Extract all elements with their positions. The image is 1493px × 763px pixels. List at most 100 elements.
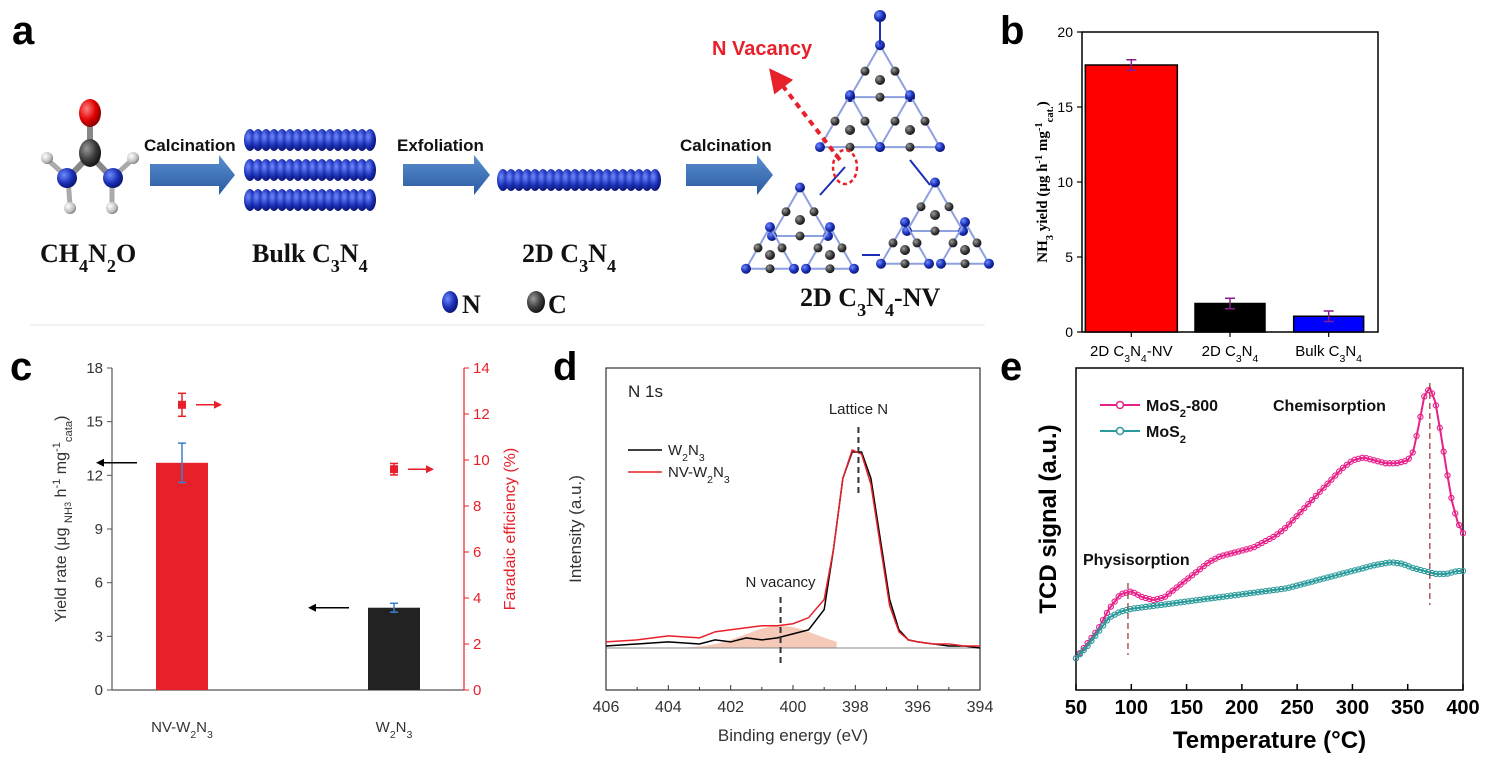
c-atom [960, 259, 970, 269]
tpd-marker [1227, 550, 1234, 557]
tpd-marker [1107, 603, 1114, 610]
tpd-marker [1154, 602, 1161, 609]
c-atom [948, 238, 958, 248]
tpd-marker [1127, 588, 1134, 595]
x-tick-label: 400 [1446, 697, 1479, 719]
tpd-marker [1115, 609, 1122, 616]
tpd-marker [1274, 586, 1281, 593]
tpd-marker [1285, 584, 1292, 591]
tpd-marker [1293, 513, 1300, 520]
tpd-marker [1177, 599, 1184, 606]
x-tick-label: 404 [655, 699, 682, 716]
tpd-marker [1413, 565, 1420, 573]
tpd-marker [1208, 595, 1215, 602]
tpd-marker [1243, 546, 1250, 553]
tpd-marker [1200, 596, 1207, 603]
tpd-marker [1243, 590, 1250, 597]
tpd-marker [1312, 577, 1320, 584]
tpd-marker [1235, 548, 1242, 555]
fe-marker [178, 400, 186, 409]
tpd-marker [1173, 599, 1180, 606]
bulk-c3n4-stack [244, 129, 376, 211]
legend-label: MoS2 [1146, 424, 1186, 446]
tpd-marker [1270, 586, 1277, 594]
tpd-marker [1417, 413, 1424, 420]
tpd-marker [1425, 568, 1432, 576]
tpd-marker [1084, 642, 1091, 650]
tpd-marker [1351, 567, 1358, 574]
tpd-marker [1452, 568, 1459, 575]
tpd-marker [1363, 455, 1370, 462]
n-atom [825, 222, 835, 233]
tpd-marker [1370, 457, 1378, 464]
tpd-marker [1324, 574, 1331, 581]
tpd-marker [1401, 561, 1409, 568]
c-atom [944, 202, 954, 212]
legend-label: W2N3 [668, 442, 705, 464]
panel-label-b: b [1000, 9, 1024, 53]
panel-b-nh3-yield-chart: 0 5 10 15 20 2D C3N4-NV 2D C3N4 Bulk C3N4 NH3 yi… [1034, 24, 1379, 365]
legend-marker [1115, 426, 1125, 436]
tpd-marker [1332, 472, 1339, 479]
arrow-label: Calcination [144, 136, 236, 155]
y2-tick-label: 12 [473, 406, 490, 423]
tpd-marker [1320, 484, 1327, 491]
c-atom [825, 250, 835, 260]
label-2d-c3n4-nv: 2D C3N4-NV [800, 283, 940, 320]
c-atom [890, 116, 900, 126]
tpd-marker [1366, 563, 1374, 570]
tpd-marker [1223, 593, 1231, 600]
legend-marker [1115, 400, 1125, 410]
x-tick-label: 2D C3N4-NV [1090, 343, 1173, 365]
y-tick-label: 20 [1057, 24, 1073, 40]
tpd-marker [1072, 655, 1080, 662]
n-atom [935, 142, 945, 153]
c-atom [795, 215, 805, 225]
bridge-bond [909, 159, 931, 186]
tpd-marker [1281, 585, 1289, 592]
n-atom [765, 222, 775, 233]
panel-label-e: e [1000, 345, 1022, 389]
tpd-marker [1247, 590, 1254, 597]
tpd-marker [1219, 593, 1227, 600]
c-atom [888, 238, 898, 248]
tpd-marker [1134, 604, 1142, 612]
y2-axis-label: Faradaic efficiency (%) [502, 448, 519, 610]
y2-tick-label: 0 [473, 682, 481, 699]
n-atom [845, 90, 855, 101]
x-tick-label: 50 [1065, 697, 1087, 719]
c-atom [900, 259, 910, 269]
tpd-marker [1231, 549, 1238, 556]
x-tick-label: Bulk C3N4 [1295, 343, 1362, 365]
y-tick-label: 18 [86, 360, 103, 377]
tpd-marker [1320, 575, 1327, 582]
lattice-n-annotation: Lattice N [829, 401, 888, 418]
tpd-marker [1332, 572, 1339, 579]
x-axis-label: Temperature (°C) [1173, 727, 1366, 754]
tpd-marker [1436, 424, 1443, 431]
sheet-atom [364, 129, 376, 151]
arrow-label: Exfoliation [397, 136, 484, 155]
n-atom [936, 258, 946, 269]
y2-tick-label: 6 [473, 544, 481, 561]
c-atom [781, 207, 791, 217]
c-atom [905, 142, 915, 152]
tpd-marker [1119, 590, 1126, 597]
c-atom [900, 245, 910, 255]
tpd-marker [1092, 632, 1099, 639]
tpd-marker [1169, 600, 1176, 607]
tpd-marker [1239, 591, 1246, 598]
tpd-marker [1289, 517, 1296, 524]
tpd-marker [1138, 604, 1145, 611]
tpd-marker [1448, 494, 1455, 502]
tpd-marker [1123, 589, 1130, 596]
tpd-marker [1196, 566, 1203, 573]
process-arrow [150, 155, 235, 195]
c-atom [860, 116, 870, 126]
tpd-marker [1080, 646, 1087, 654]
tpd-marker [1204, 595, 1211, 602]
n-atom [874, 10, 886, 22]
tpd-marker [1192, 597, 1200, 604]
tpd-marker [1440, 448, 1447, 455]
